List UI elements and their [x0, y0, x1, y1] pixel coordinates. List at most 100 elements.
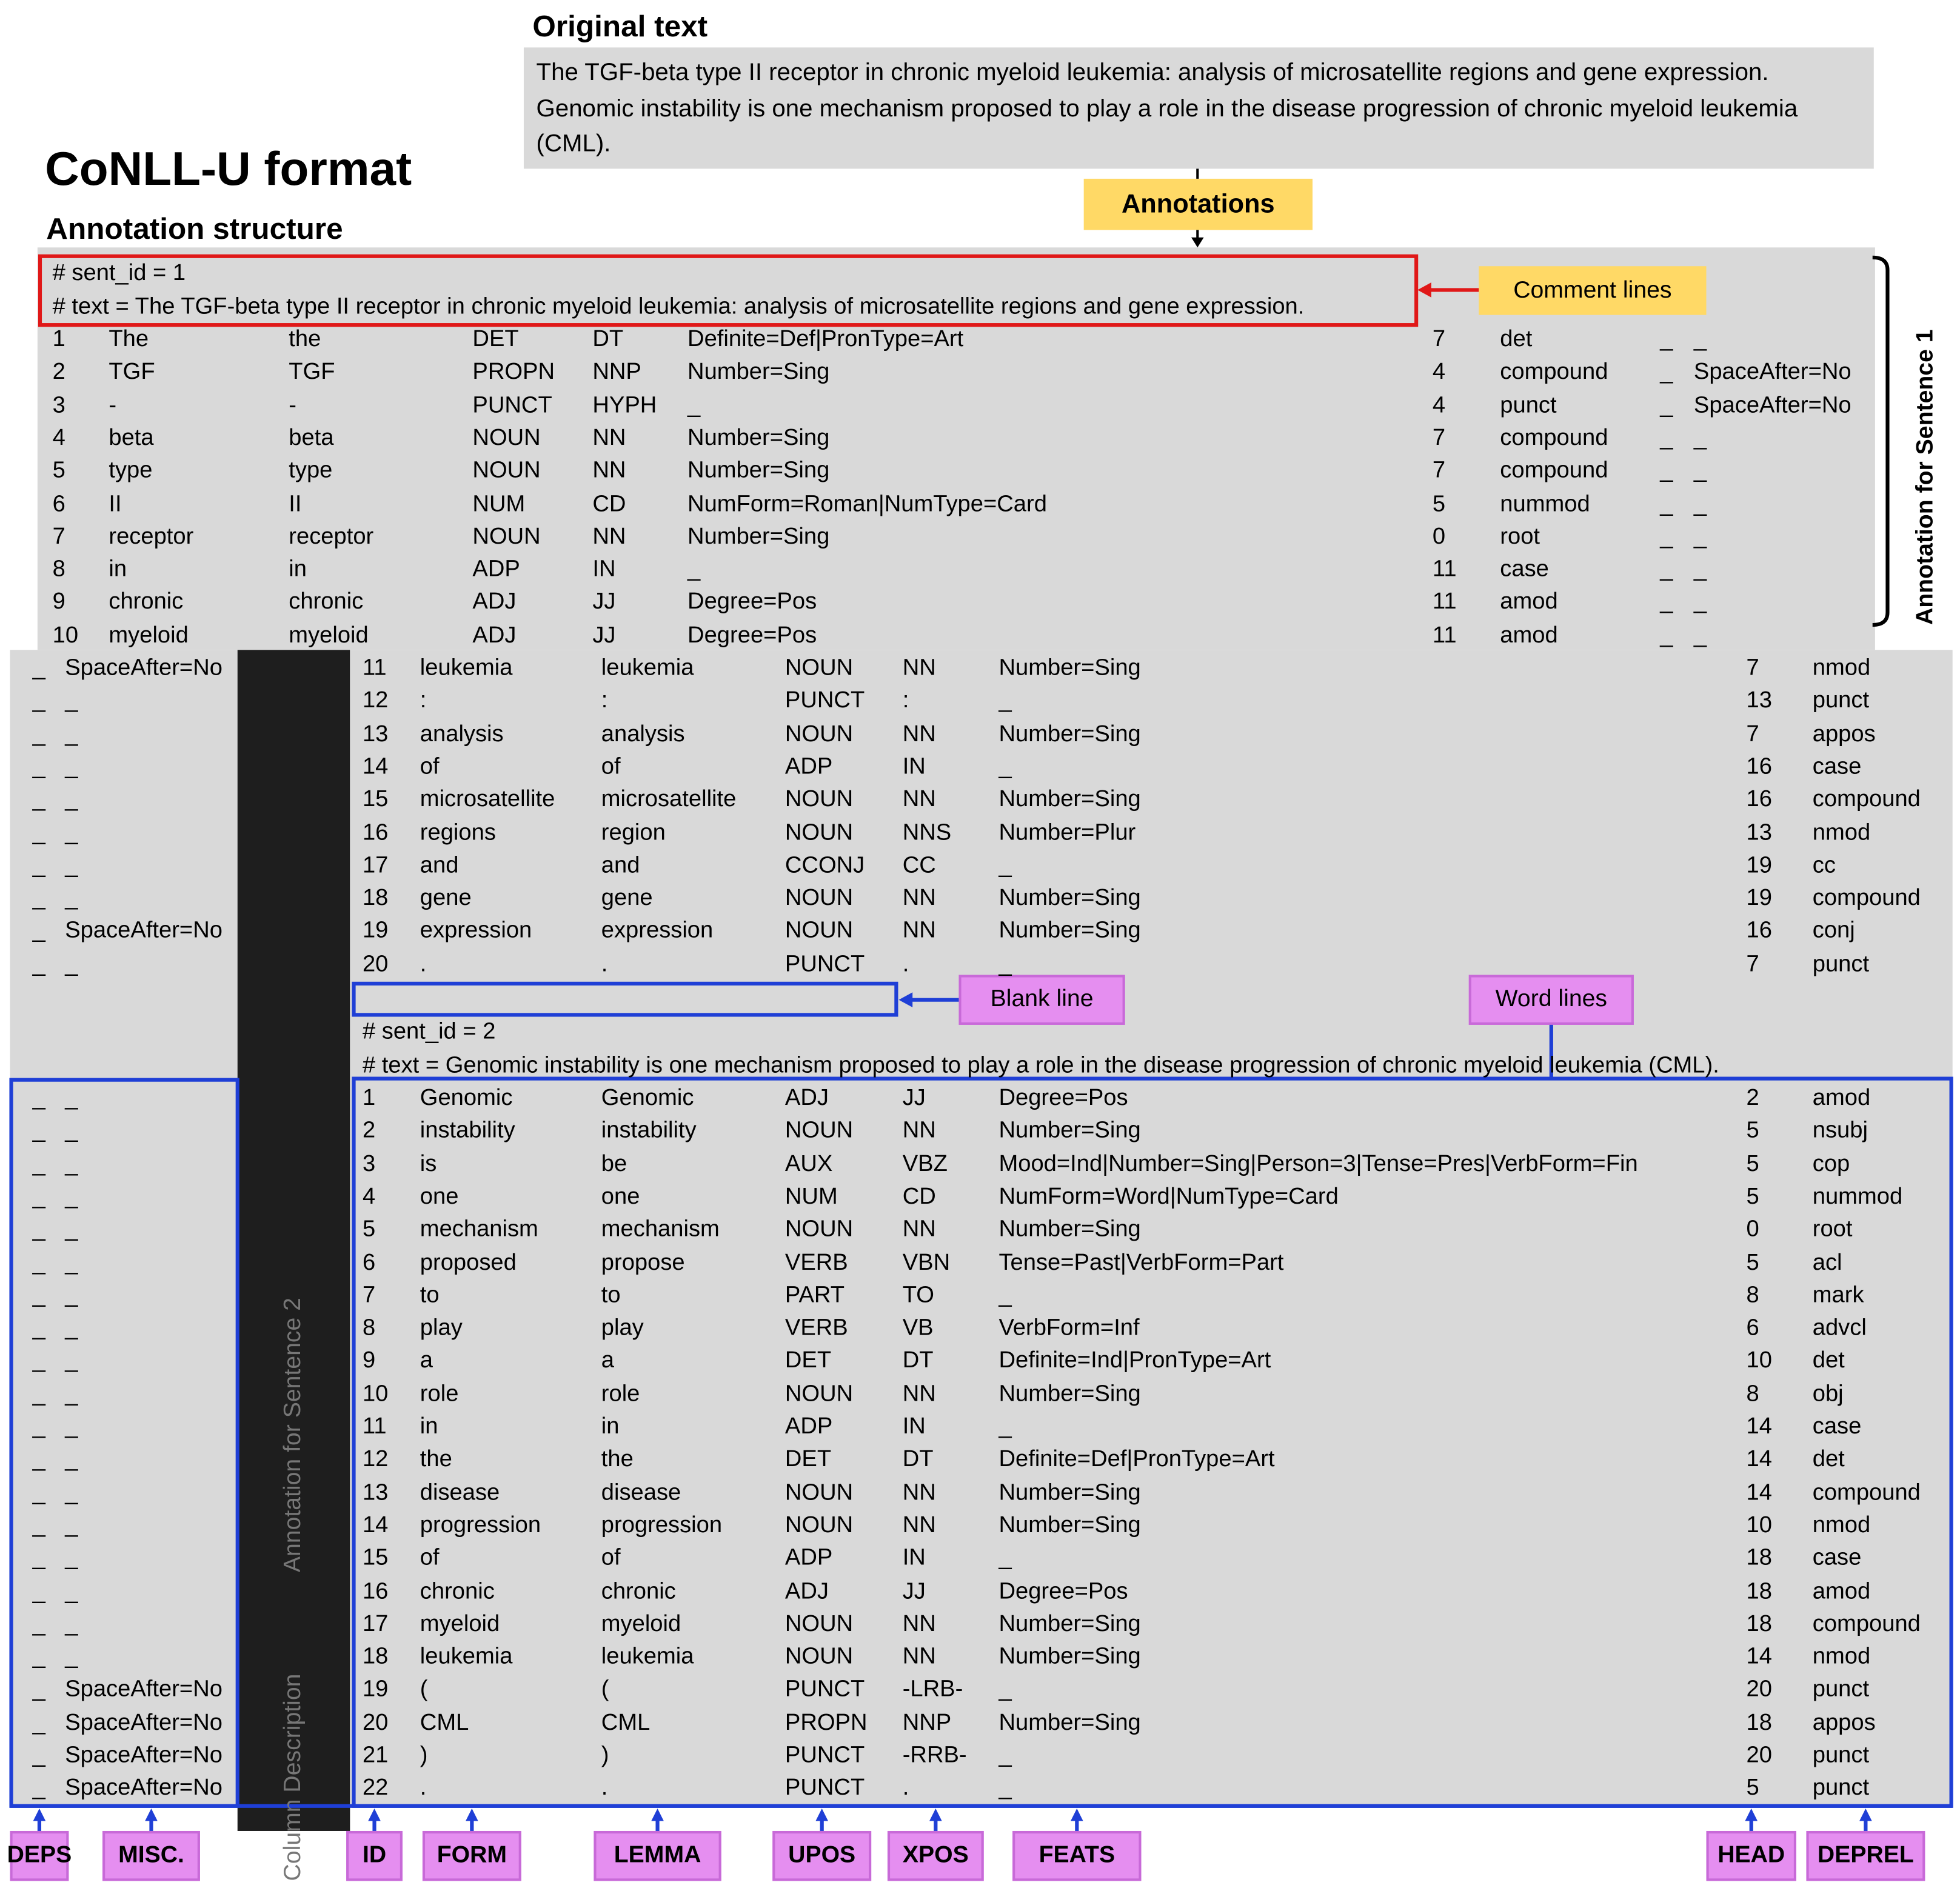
token-form: myeloid — [109, 621, 189, 647]
token-deps: _ — [32, 1182, 45, 1209]
token-form: myeloid — [420, 1609, 500, 1636]
token-form: receptor — [109, 522, 194, 549]
token-deprel: appos — [1812, 719, 1876, 746]
token-misc: _ — [65, 818, 78, 844]
arrow-head — [815, 1808, 829, 1821]
token-id: 11 — [362, 1412, 387, 1439]
token-lemma: in — [601, 1412, 620, 1439]
token-form: play — [420, 1313, 463, 1340]
token-deprel: compound — [1812, 884, 1921, 910]
token-form: chronic — [109, 587, 184, 615]
token-deps: _ — [32, 1083, 45, 1110]
token-lemma: analysis — [601, 719, 685, 746]
token-form: to — [420, 1281, 440, 1307]
token-upos: DET — [472, 325, 519, 352]
token-lemma: propose — [601, 1248, 685, 1275]
token-head: 10 — [1746, 1510, 1772, 1538]
token-misc: _ — [65, 1149, 78, 1176]
token-misc: _ — [65, 752, 78, 779]
token-deps: _ — [32, 785, 45, 812]
token-deps: _ — [32, 686, 45, 713]
token-lemma: gene — [601, 884, 653, 910]
token-feats: Number=Sing — [687, 358, 830, 384]
token-xpos: DT — [592, 325, 624, 352]
token-deps: _ — [1660, 621, 1673, 647]
token-xpos: NN — [902, 916, 936, 943]
arrow-head — [1417, 282, 1431, 298]
token-deprel: acl — [1812, 1248, 1842, 1275]
token-misc: _ — [65, 1609, 78, 1636]
token-deps: _ — [32, 818, 45, 844]
comment-box — [38, 254, 1419, 327]
token-feats: _ — [687, 390, 701, 417]
token-deps: _ — [32, 1149, 45, 1176]
token-id: 13 — [362, 1478, 389, 1504]
token-form: microsatellite — [420, 785, 555, 812]
token-id: 6 — [52, 489, 65, 516]
token-upos: ADJ — [472, 621, 517, 647]
token-feats: Number=Sing — [998, 653, 1141, 680]
token-upos: ADP — [784, 752, 833, 779]
token-feats: Definite=Def|PronType=Art — [687, 325, 964, 352]
token-feats: _ — [998, 1741, 1012, 1767]
annotations-label: Annotations — [1083, 178, 1313, 230]
token-id: 6 — [362, 1248, 376, 1275]
token-upos: NOUN — [784, 1116, 854, 1143]
bracket — [1872, 255, 1890, 627]
token-lemma: and — [601, 850, 640, 878]
token-head: 16 — [1746, 752, 1772, 779]
token-id: 2 — [362, 1116, 376, 1143]
token-deps: _ — [32, 949, 45, 976]
token-deps: _ — [32, 1609, 45, 1636]
token-lemma: II — [289, 489, 302, 516]
token-lemma: microsatellite — [601, 785, 737, 812]
token-upos: NOUN — [784, 1642, 854, 1669]
token-deprel: compound — [1812, 1478, 1921, 1504]
token-deprel: det — [1500, 325, 1533, 352]
token-deps: _ — [32, 653, 45, 680]
token-deps: _ — [1660, 423, 1673, 450]
token-deprel: nmod — [1812, 818, 1871, 844]
token-xpos: TO — [902, 1281, 934, 1307]
token-deps: _ — [1660, 555, 1673, 582]
token-form: proposed — [420, 1248, 517, 1275]
token-head: 5 — [1746, 1116, 1759, 1143]
token-id: 2 — [52, 358, 65, 384]
token-deps: _ — [32, 1675, 45, 1702]
token-id: 11 — [362, 653, 387, 680]
token-head: 18 — [1746, 1544, 1772, 1570]
token-upos: AUX — [784, 1149, 833, 1176]
token-deps: _ — [32, 1741, 45, 1767]
token-deprel: compound — [1812, 1609, 1921, 1636]
token-xpos: JJ — [902, 1083, 926, 1110]
token-id: 3 — [52, 390, 65, 417]
arrow-head — [368, 1808, 381, 1821]
token-id: 3 — [362, 1149, 376, 1176]
token-lemma: of — [601, 752, 621, 779]
token-lemma: . — [601, 949, 608, 976]
token-deprel: case — [1500, 555, 1549, 582]
token-id: 21 — [362, 1741, 389, 1767]
token-head: 4 — [1432, 358, 1446, 384]
token-upos: ADP — [784, 1544, 833, 1570]
token-upos: NOUN — [784, 884, 854, 910]
token-upos: ADJ — [784, 1083, 829, 1110]
token-head: 5 — [1432, 489, 1446, 516]
token-feats: Number=Sing — [998, 1215, 1141, 1242]
token-feats: NumForm=Roman|NumType=Card — [687, 489, 1047, 516]
token-misc: _ — [65, 1248, 78, 1275]
token-form: leukemia — [420, 653, 513, 680]
token-xpos: CC — [902, 850, 936, 878]
token-lemma: disease — [601, 1478, 681, 1504]
token-upos: NOUN — [784, 1215, 854, 1242]
token-form: : — [420, 686, 427, 713]
token-form: analysis — [420, 719, 504, 746]
token-form: type — [109, 456, 153, 483]
token-head: 4 — [1432, 390, 1446, 417]
token-xpos: . — [902, 949, 909, 976]
token-upos: NOUN — [784, 653, 854, 680]
token-form: . — [420, 1773, 427, 1801]
token-id: 14 — [362, 1510, 389, 1538]
token-lemma: CML — [601, 1708, 651, 1735]
token-form: regions — [420, 818, 496, 844]
